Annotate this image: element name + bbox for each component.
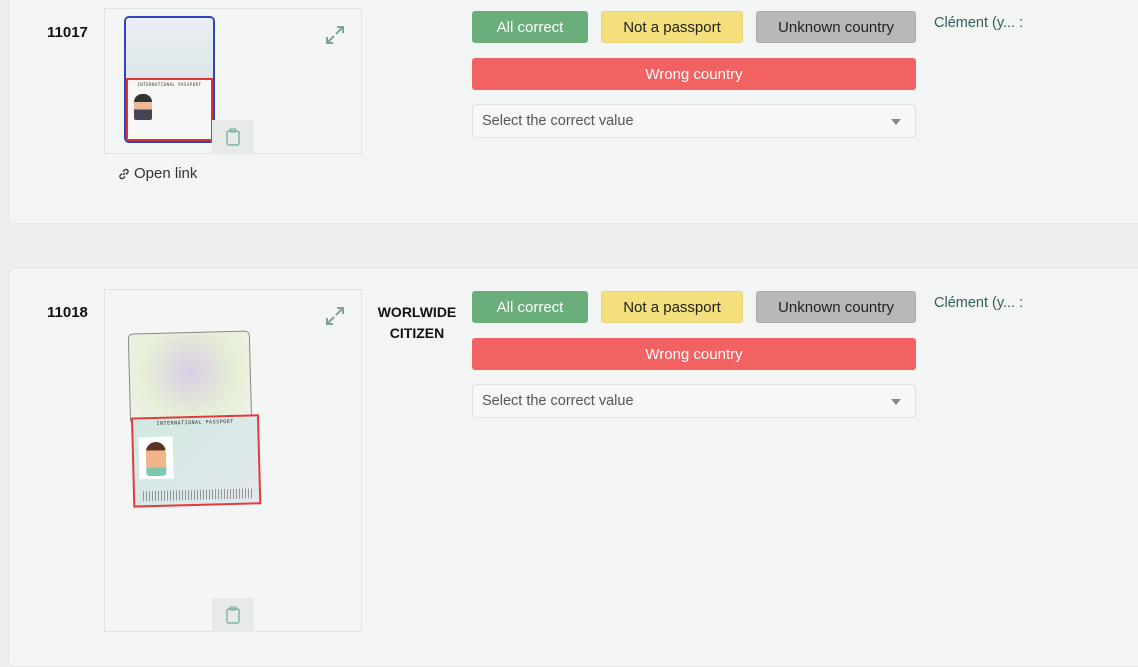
all-correct-button[interactable]: All correct [472,11,588,43]
open-link[interactable]: Open link [117,165,197,182]
link-icon [119,168,129,179]
unknown-country-button[interactable]: Unknown country [756,291,916,323]
select-placeholder: Select the correct value [482,393,634,409]
not-a-passport-button[interactable]: Not a passport [601,291,743,323]
record-id: 11017 [47,24,88,41]
expand-icon[interactable] [323,304,347,328]
not-a-passport-button[interactable]: Not a passport [601,11,743,43]
select-placeholder: Select the correct value [482,113,634,129]
wrong-country-button[interactable]: Wrong country [472,58,916,90]
clipboard-icon [226,128,240,146]
passport-caption: INTERNATIONAL PASSPORT [137,82,202,87]
all-correct-button[interactable]: All correct [472,291,588,323]
document-image-box: INTERNATIONAL PASSPORT [104,289,362,632]
copy-button[interactable] [212,598,254,632]
correct-value-select[interactable]: Select the correct value [472,104,916,138]
passport-image[interactable]: INTERNATIONAL PASSPORT [127,330,262,508]
chevron-down-icon [891,399,901,405]
open-link-label: Open link [134,165,198,182]
unknown-country-button[interactable]: Unknown country [756,11,916,43]
passport-caption: INTERNATIONAL PASSPORT [156,418,234,427]
record-card-11017: 11017 INTERNATIONAL PASSPORT Open link A… [8,0,1138,224]
clipboard-icon [226,606,240,624]
passport-image[interactable]: INTERNATIONAL PASSPORT [124,16,215,143]
reviewer-label: Clément (y... : [934,15,1024,31]
record-id: 11018 [47,304,88,321]
expand-icon[interactable] [323,23,347,47]
reviewer-label: Clément (y... : [934,295,1024,311]
country-label: WORLWIDE CITIZEN [377,304,457,341]
chevron-down-icon [891,119,901,125]
correct-value-select[interactable]: Select the correct value [472,384,916,418]
wrong-country-button[interactable]: Wrong country [472,338,916,370]
document-image-box: INTERNATIONAL PASSPORT [104,8,362,154]
record-card-11018: 11018 INTERNATIONAL PASSPORT WORLWIDE CI… [8,267,1138,667]
copy-button[interactable] [212,120,254,154]
